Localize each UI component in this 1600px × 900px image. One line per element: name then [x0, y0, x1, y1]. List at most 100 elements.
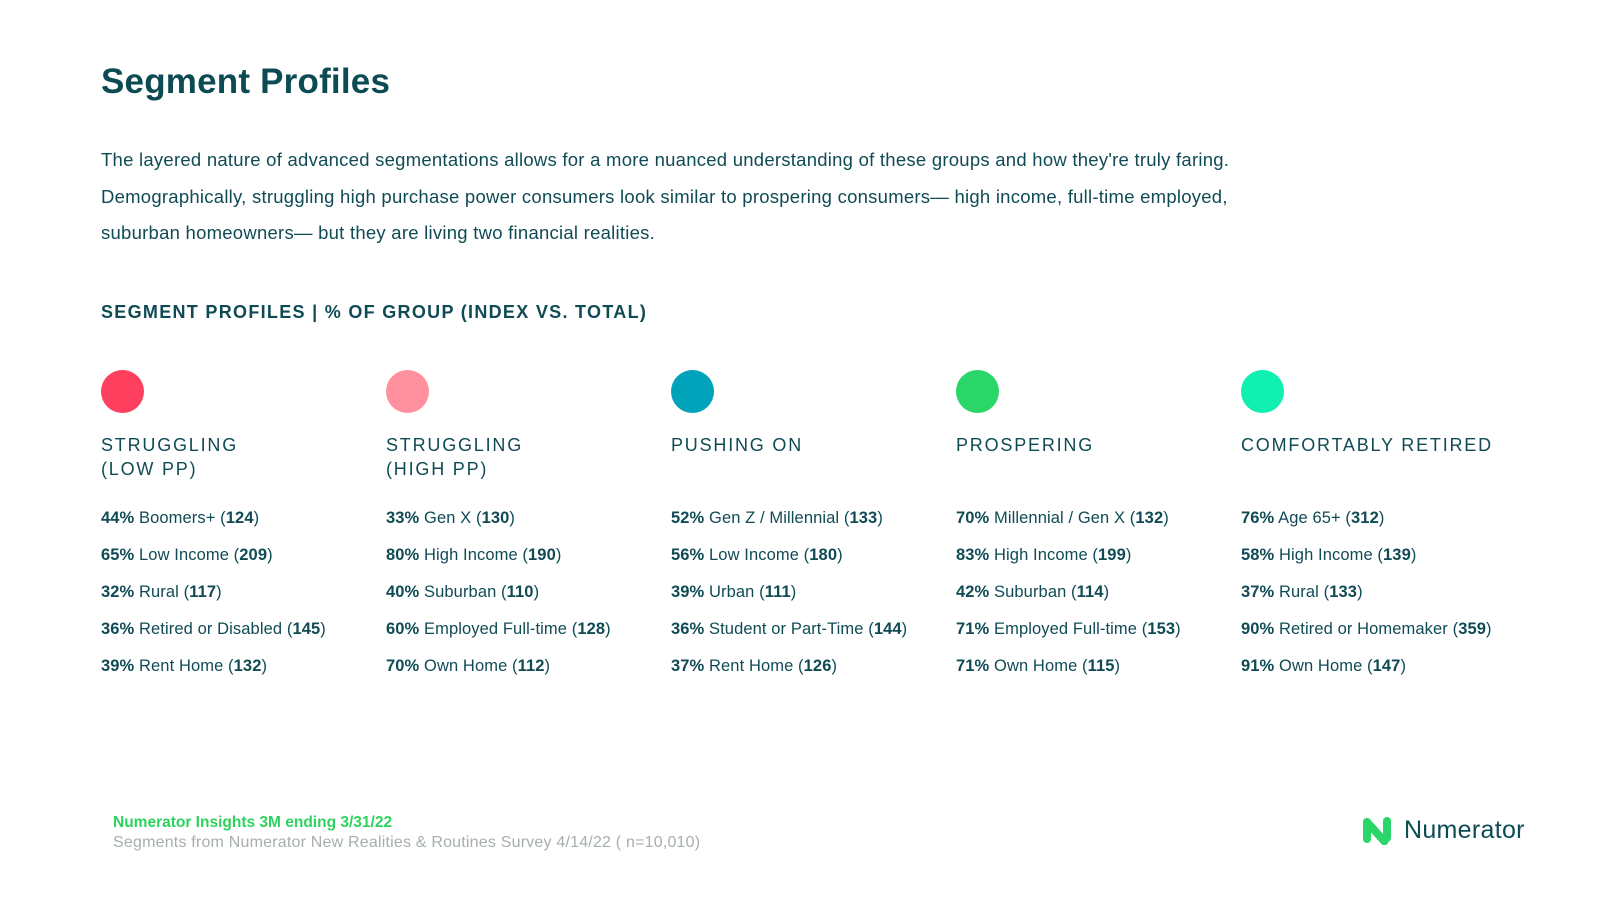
stat-label: Retired or Disabled — [139, 620, 283, 638]
segment-comfortably-retired: COMFORTABLY RETIRED 76% Age 65+ (312) 58%… — [1241, 370, 1516, 685]
stat-label: Gen Z / Millennial — [709, 509, 840, 527]
stat-label: Suburban — [424, 583, 497, 601]
stat-label: Retired or Homemaker — [1279, 620, 1448, 638]
logo-mark — [1363, 817, 1391, 845]
stat-label: Boomers+ — [139, 509, 216, 527]
stat-row: 42% Suburban (114) — [956, 583, 1110, 601]
stat-index: 133 — [1329, 583, 1358, 601]
stat-index: 114 — [1076, 583, 1104, 601]
stat-percent: 37% — [671, 657, 705, 675]
stat-row: 36% Student or Part-Time (144) — [671, 620, 908, 638]
stat-index: 111 — [764, 583, 791, 601]
stat-row: 90% Retired or Homemaker (359) — [1241, 620, 1492, 638]
intro-line: Demographically, struggling high purchas… — [101, 185, 1228, 207]
stat-label: Rent Home — [709, 657, 794, 675]
stat-row: 71% Employed Full-time (153) — [956, 620, 1181, 638]
segment-pushing-on: PUSHING ON 52% Gen Z / Millennial (133) 5… — [671, 370, 946, 685]
stat-percent: 39% — [101, 657, 135, 675]
stat-row: 52% Gen Z / Millennial (133) — [671, 509, 883, 527]
segment-struggling-low-pp: STRUGGLING (LOW PP) 44% Boomers+ (124) 65… — [101, 370, 376, 685]
stat-label: Rural — [139, 583, 179, 601]
stat-row: 37% Rent Home (126) — [671, 657, 838, 675]
stat-row: 32% Rural (117) — [101, 583, 222, 601]
stat-index: 117 — [189, 583, 217, 601]
segment-color-dot — [1241, 370, 1284, 413]
stat-percent: 90% — [1241, 620, 1275, 638]
stat-percent: 80% — [386, 546, 420, 564]
source-sub: Segments from Numerator New Realities & … — [113, 834, 701, 851]
stat-label: High Income — [424, 546, 518, 564]
segment-name: STRUGGLING (LOW PP) — [101, 435, 239, 479]
stat-label: Suburban — [994, 583, 1067, 601]
stat-percent: 52% — [671, 509, 705, 527]
stat-percent: 37% — [1241, 583, 1275, 601]
segment-stats: 33% Gen X (130) 80% High Income (190) 40% … — [386, 500, 661, 685]
segment-stats: 76% Age 65+ (312) 58% High Income (139) 37… — [1241, 500, 1516, 685]
source-main: Numerator Insights 3M ending 3/31/22 — [113, 814, 393, 831]
stat-row: 76% Age 65+ (312) — [1241, 509, 1385, 527]
stat-index: 312 — [1351, 509, 1379, 527]
stat-label: Rural — [1279, 583, 1319, 601]
segment-color-dot — [671, 370, 714, 413]
stat-percent: 71% — [956, 657, 990, 675]
stat-label: Millennial / Gen X — [994, 509, 1126, 527]
section-heading: SEGMENT PROFILES | % OF GROUP (INDEX VS.… — [101, 302, 648, 322]
stat-percent: 70% — [386, 657, 420, 675]
stat-percent: 33% — [386, 509, 420, 527]
stat-label: Own Home — [424, 657, 508, 675]
stat-index: 132 — [233, 657, 262, 675]
stat-row: 65% Low Income (209) — [101, 546, 273, 564]
segment-stats: 52% Gen Z / Millennial (133) 56% Low Inco… — [671, 500, 946, 685]
stat-label: Student or Part-Time — [709, 620, 864, 638]
logo-text: Numerator — [1404, 815, 1525, 844]
stat-percent: 32% — [101, 583, 135, 601]
stat-index: 199 — [1098, 546, 1126, 564]
stat-label: Own Home — [994, 657, 1078, 675]
segment-stats: 70% Millennial / Gen X (132) 83% High Inc… — [956, 500, 1231, 685]
stat-index: 359 — [1458, 620, 1487, 638]
stat-index: 133 — [849, 509, 878, 527]
stat-index: 147 — [1372, 657, 1401, 675]
stat-index: 180 — [809, 546, 838, 564]
stat-percent: 39% — [671, 583, 705, 601]
stat-percent: 44% — [101, 509, 135, 527]
stat-row: 39% Urban (111) — [671, 583, 797, 601]
stat-row: 71% Own Home (115) — [956, 657, 1121, 675]
stat-percent: 56% — [671, 546, 705, 564]
intro-paragraph: The layered nature of advanced segmentat… — [101, 142, 1481, 252]
stat-label: Urban — [709, 583, 755, 601]
stat-row: 56% Low Income (180) — [671, 546, 843, 564]
stat-index: 112 — [517, 657, 545, 675]
stat-label: Employed Full-time — [994, 620, 1138, 638]
stat-label: Rent Home — [139, 657, 224, 675]
stat-index: 115 — [1087, 657, 1115, 675]
segment-color-dot — [101, 370, 144, 413]
stat-index: 126 — [803, 657, 832, 675]
stat-label: Own Home — [1279, 657, 1363, 675]
stat-row: 60% Employed Full-time (128) — [386, 620, 611, 638]
stat-row: 36% Retired or Disabled (145) — [101, 620, 326, 638]
segment-color-dot — [956, 370, 999, 413]
stat-index: 130 — [481, 509, 510, 527]
stat-index: 139 — [1383, 546, 1411, 564]
stat-percent: 65% — [101, 546, 135, 564]
stat-row: 39% Rent Home (132) — [101, 657, 268, 675]
numerator-n-icon — [1363, 817, 1391, 845]
stat-label: Low Income — [709, 546, 799, 564]
intro-line: The layered nature of advanced segmentat… — [101, 149, 1230, 170]
stat-label: High Income — [994, 546, 1088, 564]
stat-row: 91% Own Home (147) — [1241, 657, 1407, 675]
stat-percent: 91% — [1241, 657, 1275, 675]
stat-row: 70% Millennial / Gen X (132) — [956, 509, 1169, 527]
segment-name: PROSPERING — [956, 435, 1095, 455]
stat-index: 190 — [528, 546, 556, 564]
intro-line: suburban homeowners— but they are living… — [101, 222, 656, 243]
segment-color-dot — [386, 370, 429, 413]
segment-struggling-high-pp: STRUGGLING (HIGH PP) 33% Gen X (130) 80% … — [386, 370, 661, 685]
stat-row: 33% Gen X (130) — [386, 509, 516, 527]
stat-row: 83% High Income (199) — [956, 546, 1132, 564]
stat-row: 80% High Income (190) — [386, 546, 562, 564]
segment-stats: 44% Boomers+ (124) 65% Low Income (209) 32… — [101, 500, 376, 685]
segment-prospering: PROSPERING 70% Millennial / Gen X (132) 8… — [956, 370, 1231, 685]
segment-name: COMFORTABLY RETIRED — [1241, 435, 1493, 455]
